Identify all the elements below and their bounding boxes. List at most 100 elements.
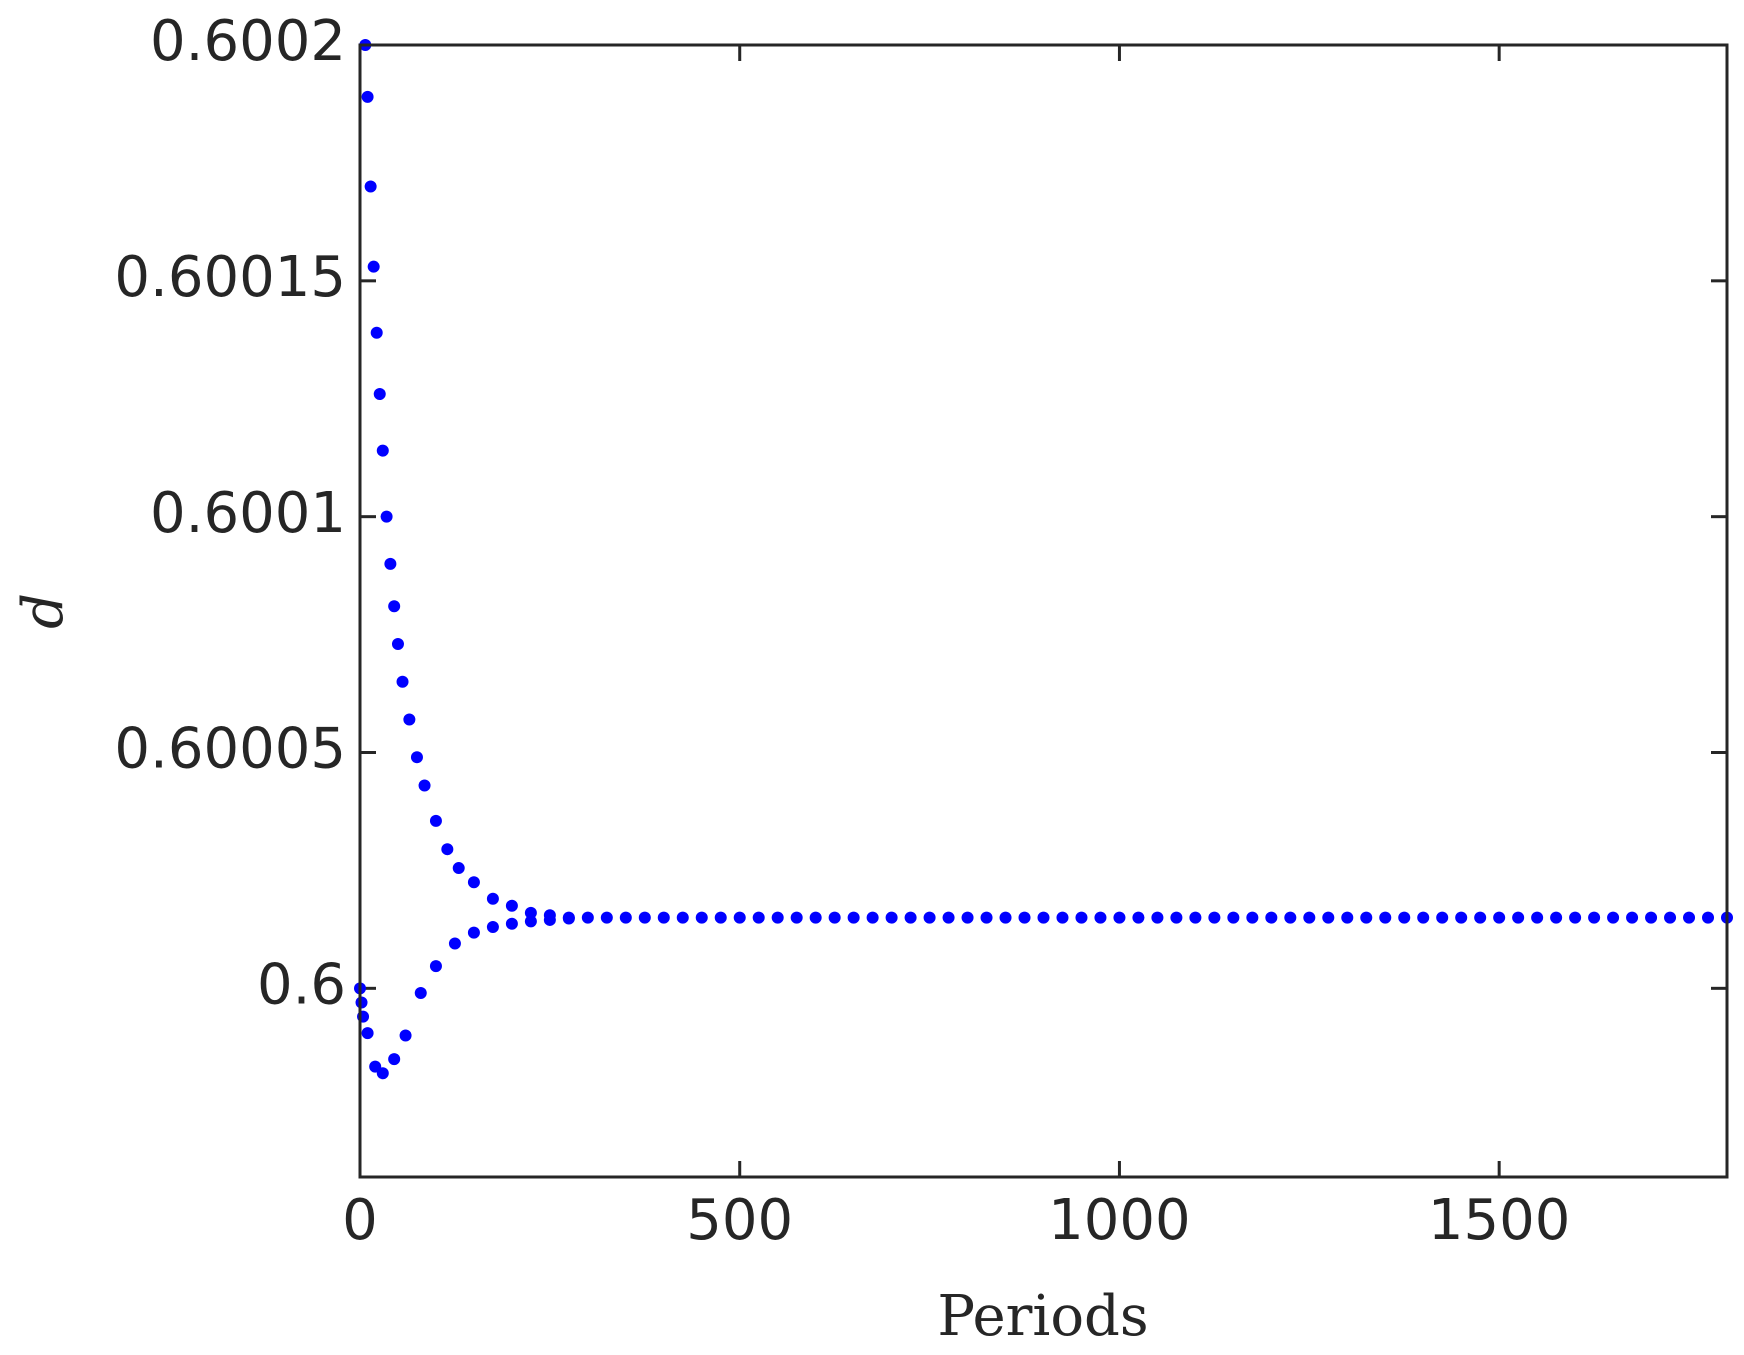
point xyxy=(1113,911,1126,924)
x-axis-label: Periods xyxy=(937,1284,1148,1349)
point xyxy=(1512,911,1525,924)
point xyxy=(399,1029,412,1042)
point xyxy=(1664,911,1677,924)
point xyxy=(376,1067,389,1080)
point xyxy=(600,911,613,924)
point xyxy=(1227,911,1240,924)
point xyxy=(452,862,465,875)
point xyxy=(1208,911,1221,924)
point xyxy=(396,675,409,688)
point xyxy=(1322,911,1335,924)
point xyxy=(961,911,974,924)
point xyxy=(1474,911,1487,924)
point xyxy=(367,260,380,273)
point xyxy=(1569,911,1582,924)
point xyxy=(370,326,383,339)
y-tick-label: 0.6001 xyxy=(150,481,346,546)
point xyxy=(1075,911,1088,924)
point xyxy=(942,911,955,924)
point xyxy=(1550,911,1563,924)
point xyxy=(1265,911,1278,924)
point xyxy=(543,913,556,926)
point xyxy=(1398,911,1411,924)
point xyxy=(1284,911,1297,924)
point xyxy=(562,912,575,925)
point xyxy=(364,180,377,193)
point xyxy=(809,911,822,924)
point xyxy=(1037,911,1050,924)
x-tick-label: 1500 xyxy=(1428,1188,1571,1253)
point xyxy=(999,911,1012,924)
point xyxy=(638,911,651,924)
point xyxy=(676,911,689,924)
point xyxy=(1379,911,1392,924)
point xyxy=(486,921,499,934)
point xyxy=(790,911,803,924)
point xyxy=(695,911,708,924)
point xyxy=(361,90,374,103)
point xyxy=(355,996,368,1009)
point xyxy=(1303,911,1316,924)
point xyxy=(1531,911,1544,924)
point xyxy=(1645,911,1658,924)
x-tick-label: 1000 xyxy=(1048,1188,1191,1253)
plot-frame xyxy=(358,43,1729,1179)
point xyxy=(388,600,401,613)
point xyxy=(1170,911,1183,924)
point xyxy=(410,751,423,764)
x-tick-label: 500 xyxy=(686,1188,793,1253)
point xyxy=(1094,911,1107,924)
point xyxy=(403,713,416,726)
x-tick-label: 0 xyxy=(342,1188,378,1253)
point xyxy=(619,911,632,924)
point xyxy=(1588,911,1601,924)
point xyxy=(1056,911,1069,924)
point xyxy=(1683,911,1696,924)
y-tick-label: 0.60005 xyxy=(114,717,346,782)
y-axis-label: d xyxy=(11,593,76,629)
y-tick-label: 0.60015 xyxy=(114,245,346,310)
point xyxy=(1341,911,1354,924)
point xyxy=(581,911,594,924)
point xyxy=(1436,911,1449,924)
point xyxy=(1246,911,1259,924)
point xyxy=(1132,911,1145,924)
point xyxy=(418,779,431,792)
y-tick-label: 0.6 xyxy=(257,952,346,1017)
point xyxy=(524,906,537,919)
point xyxy=(373,388,386,401)
point xyxy=(1455,911,1468,924)
point xyxy=(391,638,404,651)
point xyxy=(467,926,480,939)
point xyxy=(505,917,518,930)
point xyxy=(429,814,442,827)
point xyxy=(885,911,898,924)
point xyxy=(1360,911,1373,924)
point xyxy=(847,911,860,924)
point xyxy=(1607,911,1620,924)
point xyxy=(448,937,461,950)
point xyxy=(980,911,993,924)
point xyxy=(414,987,427,1000)
point xyxy=(1018,911,1031,924)
point xyxy=(1626,911,1639,924)
point xyxy=(429,960,442,973)
point xyxy=(384,557,397,570)
point xyxy=(361,1027,374,1040)
point xyxy=(866,911,879,924)
point xyxy=(467,876,480,889)
point xyxy=(771,911,784,924)
point xyxy=(441,843,454,856)
point xyxy=(486,892,499,905)
y-tick-label: 0.6002 xyxy=(150,9,346,74)
point xyxy=(1417,911,1430,924)
point xyxy=(733,911,746,924)
point xyxy=(1493,911,1506,924)
point xyxy=(657,911,670,924)
point xyxy=(828,911,841,924)
point xyxy=(923,911,936,924)
point xyxy=(752,911,765,924)
point xyxy=(380,510,393,523)
point xyxy=(1151,911,1164,924)
